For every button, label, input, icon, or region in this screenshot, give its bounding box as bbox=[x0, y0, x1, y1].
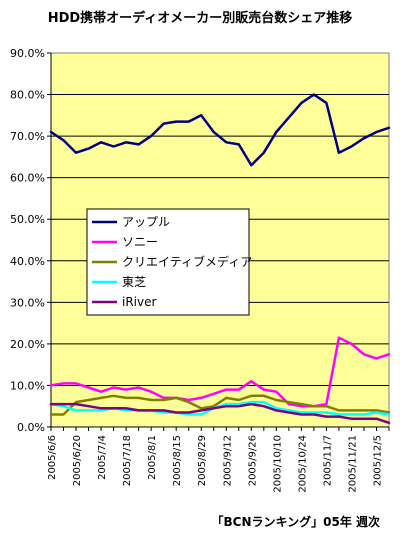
legend-label: アップル bbox=[122, 215, 170, 229]
x-tick-label: 2005/7/18 bbox=[122, 435, 133, 486]
series-line bbox=[49, 93, 391, 167]
x-tick-label: 2005/7/4 bbox=[97, 435, 108, 480]
legend-label: 東芝 bbox=[122, 274, 146, 289]
y-tick-label: 70.0% bbox=[10, 130, 45, 143]
y-tick-label: 50.0% bbox=[10, 213, 45, 226]
x-tick-label: 2005/6/20 bbox=[72, 435, 83, 486]
source-note: 「BCNランキング」05年 週次 bbox=[211, 514, 380, 529]
x-tick-label: 2005/8/29 bbox=[197, 435, 208, 486]
y-tick-label: 60.0% bbox=[10, 172, 45, 185]
x-tick-label: 2005/11/7 bbox=[322, 435, 333, 486]
legend-label: クリエイティブメディア bbox=[122, 254, 252, 269]
series-line bbox=[49, 394, 391, 416]
y-tick-label: 0.0% bbox=[17, 421, 45, 434]
series-line bbox=[49, 402, 391, 425]
x-tick-label: 2005/6/6 bbox=[47, 435, 58, 480]
series-line bbox=[49, 336, 391, 408]
y-tick-label: 40.0% bbox=[10, 255, 45, 268]
x-axis: 2005/6/6 2005/6/20 2005/7/4 2005/7/18 2005/8… bbox=[47, 426, 390, 493]
y-tick-label: 90.0% bbox=[10, 47, 45, 60]
legend-label: ソニー bbox=[122, 235, 158, 249]
x-tick-label: 2005/11/21 bbox=[347, 435, 358, 493]
x-tick-label: 2005/8/15 bbox=[172, 435, 183, 486]
series-lines bbox=[49, 93, 391, 425]
chart-title: HDD携帯オーディオメーカー別販売台数シェア推移 bbox=[48, 10, 353, 26]
x-tick-label: 2005/12/5 bbox=[372, 435, 383, 486]
x-tick-label: 2005/8/1 bbox=[147, 435, 158, 480]
legend-label: iRiver bbox=[122, 295, 156, 309]
y-tick-label: 20.0% bbox=[10, 338, 45, 351]
y-tick-label: 80.0% bbox=[10, 89, 45, 102]
x-tick-label: 2005/9/12 bbox=[222, 435, 233, 486]
x-tick-label: 2005/9/26 bbox=[247, 435, 258, 486]
y-tick-label: 10.0% bbox=[10, 379, 45, 392]
x-tick-label: 2005/10/24 bbox=[297, 435, 308, 493]
y-axis: 0.0% 10.0% 20.0% 30.0% 40.0% 50.0% 60.0% 70.0% 8… bbox=[10, 47, 52, 434]
y-tick-label: 30.0% bbox=[10, 296, 45, 309]
x-tick-label: 2005/10/10 bbox=[272, 435, 283, 493]
